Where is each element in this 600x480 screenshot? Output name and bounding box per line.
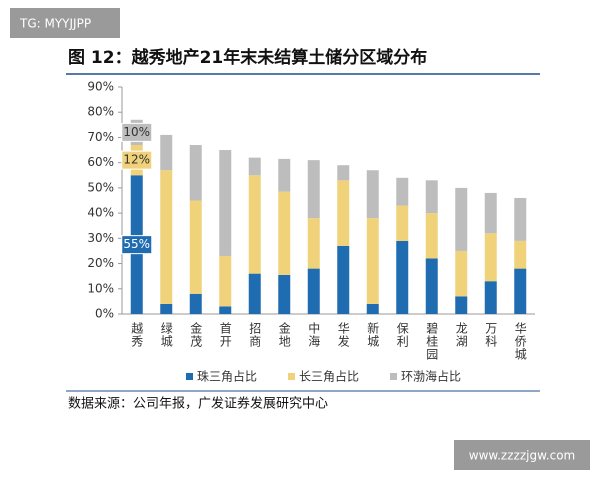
watermark-box (454, 440, 590, 470)
legend-swatch (186, 373, 193, 380)
legend-swatch (390, 373, 397, 380)
data-label: 55% (123, 237, 150, 251)
bar-segment (366, 170, 379, 219)
bar-segment (160, 134, 173, 171)
y-tick-label: 60% (87, 155, 114, 169)
bar-segment (248, 157, 261, 176)
bar-segment (219, 255, 232, 307)
bar-segment (248, 273, 261, 314)
bar-segment (455, 296, 468, 314)
x-tick-label: 龙湖 (454, 322, 468, 348)
bar-segment (278, 158, 291, 192)
bar-segment (514, 268, 527, 314)
x-tick-label: 绿城 (159, 321, 173, 348)
bar-segment (160, 170, 173, 304)
watermark: TG: MYYJJPP (19, 17, 91, 31)
y-tick-label: 30% (87, 231, 114, 245)
watermark: www.zzzzjgw.com (469, 449, 575, 463)
bar-segment (278, 191, 291, 275)
bar-segment (396, 240, 409, 314)
y-tick-label: 90% (87, 80, 114, 94)
bar-segment (455, 250, 468, 297)
bar-segment (484, 281, 497, 314)
watermark-box (10, 8, 120, 38)
bar-segment (396, 177, 409, 206)
legend-swatch (288, 373, 295, 380)
data-label: 12% (123, 153, 150, 167)
y-tick-label: 70% (87, 130, 114, 144)
x-tick-label: 碧桂园 (425, 322, 439, 361)
x-tick-label: 越秀 (130, 322, 144, 348)
bar-segment (307, 160, 320, 219)
x-tick-label: 华发 (336, 322, 350, 348)
bar-segment (396, 205, 409, 241)
bar-segment (455, 187, 468, 251)
y-tick-label: 50% (87, 180, 114, 194)
x-tick-label: 华侨城 (513, 322, 527, 361)
legend-label: 环渤海占比 (401, 369, 461, 384)
bar-segment (484, 233, 497, 282)
bar-segment (189, 145, 202, 201)
bar-segment (189, 200, 202, 294)
data-label-box (121, 150, 153, 170)
data-label-box (121, 235, 153, 255)
bar-segment (307, 268, 320, 314)
bar-segment (219, 150, 232, 256)
x-tick-label: 中海 (307, 321, 321, 348)
bar-segment (248, 175, 261, 274)
bar-segment (425, 213, 438, 259)
bar-segment (425, 258, 438, 314)
bar-segment (307, 218, 320, 269)
x-tick-label: 金地 (277, 321, 291, 348)
x-tick-label: 万科 (484, 322, 498, 348)
bar-segment (337, 180, 350, 246)
y-tick-label: 10% (87, 281, 114, 295)
bar-segment (278, 274, 291, 314)
y-tick-label: 0% (95, 307, 114, 321)
bar-segment (337, 245, 350, 314)
bar-segment (160, 303, 173, 314)
y-tick-label: 40% (87, 206, 114, 220)
bar-segment (366, 218, 379, 304)
bar-segment (337, 165, 350, 181)
legend-label: 长三角占比 (299, 369, 359, 384)
bar-segment (484, 192, 497, 234)
bar-segment (514, 197, 527, 241)
bar-segment (425, 180, 438, 214)
bar-segment (514, 240, 527, 269)
data-label: 10% (123, 125, 150, 139)
bar-segment (189, 293, 202, 314)
bar-segment (366, 303, 379, 314)
x-tick-label: 金茂 (189, 321, 203, 348)
legend-label: 珠三角占比 (197, 369, 257, 384)
y-tick-label: 20% (87, 256, 114, 270)
x-tick-label: 保利 (395, 322, 409, 348)
x-tick-label: 新城 (366, 321, 380, 348)
chart-title: 图 12：越秀地产21年末未结算土储分区域分布 (68, 47, 427, 68)
bar-segment (219, 306, 232, 314)
x-tick-label: 招商 (248, 322, 262, 348)
x-tick-label: 首开 (218, 322, 232, 348)
y-tick-label: 80% (87, 105, 114, 119)
data-label-box (121, 122, 153, 142)
source: 数据来源：公司年报，广发证券发展研究中心 (68, 396, 328, 412)
